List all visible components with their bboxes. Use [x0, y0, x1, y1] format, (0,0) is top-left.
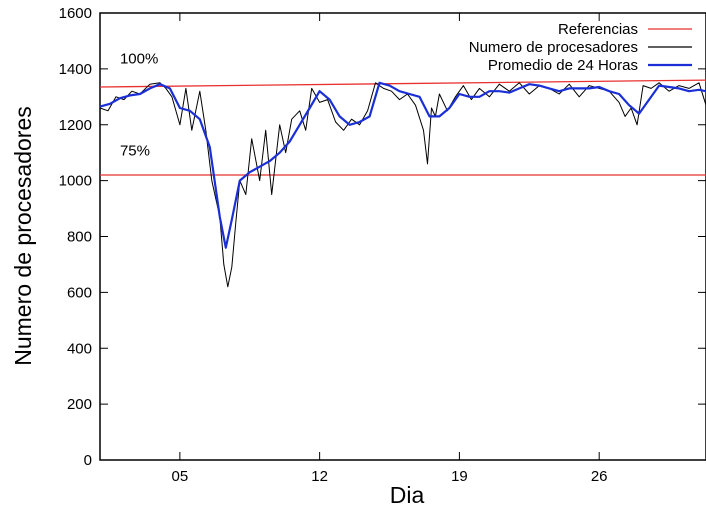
y-tick-label: 1600 [59, 5, 92, 22]
series-line-processors [99, 82, 706, 288]
y-axis-ticks: 0 200 400 600 800 1000 1200 1400 1600 [59, 5, 706, 469]
annotation-label: 100% [120, 50, 158, 67]
x-axis-label: Dia [390, 482, 425, 508]
y-tick-label: 400 [67, 340, 92, 357]
annotation-label: 75% [120, 142, 150, 159]
y-tick-label: 1400 [59, 61, 92, 78]
x-tick-label: 12 [311, 468, 328, 485]
legend-label: Promedio de 24 Horas [488, 57, 638, 74]
raw-series-group [99, 82, 706, 288]
average-series-group [99, 81, 706, 249]
plot-frame [99, 12, 706, 461]
y-tick-label: 0 [84, 452, 92, 469]
x-tick-label: 19 [451, 468, 468, 485]
annotations: 100% 75% [120, 50, 158, 159]
x-tick-label: 05 [172, 468, 189, 485]
y-tick-label: 1000 [59, 173, 92, 190]
legend-label: Referencias [558, 21, 638, 38]
x-axis-ticks: 05 12 19 26 [172, 13, 608, 485]
y-tick-label: 800 [67, 229, 92, 246]
y-axis-label: Numero de procesadores [10, 106, 36, 366]
x-tick-label: 26 [591, 468, 608, 485]
reference-lines [99, 79, 706, 176]
y-tick-label: 600 [67, 284, 92, 301]
y-tick-label: 1200 [59, 117, 92, 134]
legend-label: Numero de procesadores [469, 39, 638, 56]
series-line-average [99, 81, 706, 249]
y-tick-label: 200 [67, 396, 92, 413]
reference-line [99, 79, 706, 88]
